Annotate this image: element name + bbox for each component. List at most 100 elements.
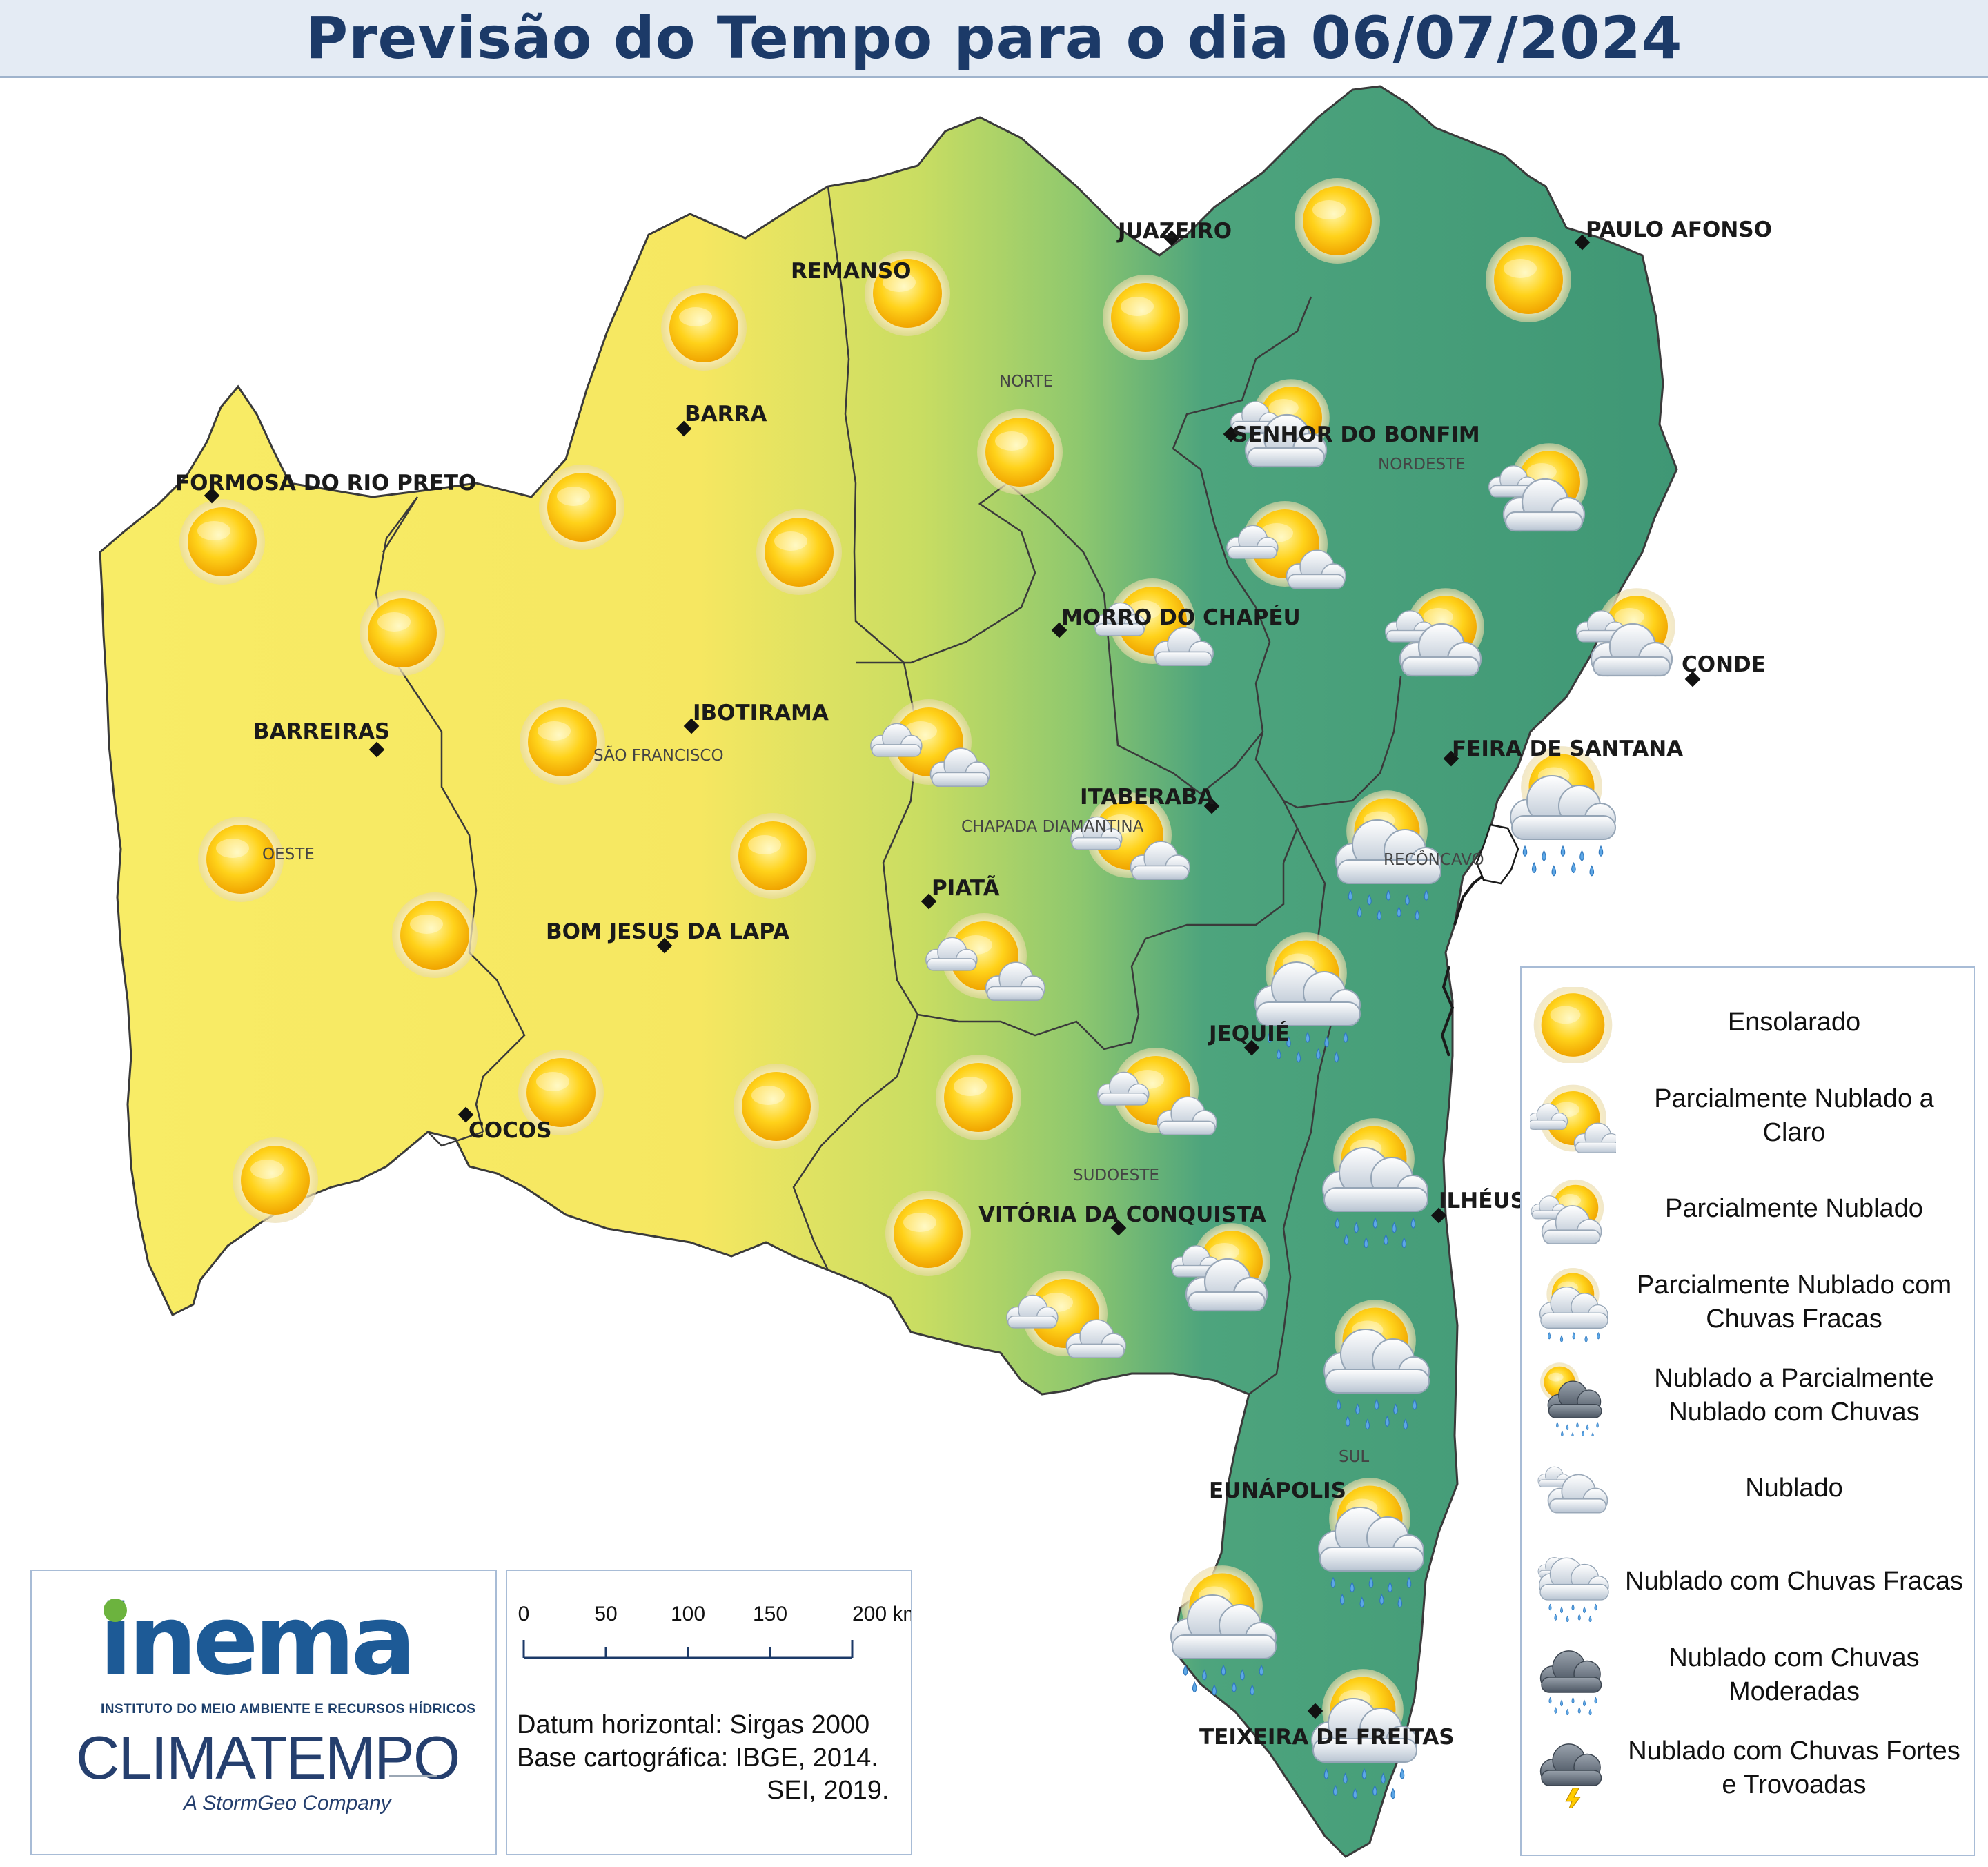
climatempo-logo: CLIMATEMPO <box>76 1723 460 1792</box>
legend-label: Parcialmente Nublado com Chuvas Fracas <box>1636 1270 1952 1333</box>
legend-item: Parcialmente Nublado a Claro <box>1522 1075 1974 1157</box>
city-marker-icon <box>1163 230 1180 246</box>
city-label: TEIXEIRA DE FREITAS <box>1199 1725 1455 1750</box>
sun-cloud-icon <box>1530 1173 1616 1249</box>
city-marker-icon <box>204 487 220 504</box>
weather-sunny-icon <box>1103 275 1188 360</box>
city-label: REMANSO <box>791 259 912 284</box>
region-label: OESTE <box>262 845 315 863</box>
weather-sunny-icon <box>392 892 478 978</box>
city-label: JUAZEIRO <box>1116 219 1232 244</box>
scale-tick-label: 0 <box>518 1603 530 1625</box>
city-marker-icon <box>683 718 700 734</box>
cloud-light-rain-icon <box>1537 1557 1609 1622</box>
city-marker-icon <box>656 937 673 954</box>
inema-subtitle: INSTITUTO DO MEIO AMBIENTE E RECURSOS HÍ… <box>101 1702 476 1717</box>
city-marker-icon <box>676 420 692 437</box>
city-label: ILHÉUS <box>1439 1189 1526 1213</box>
legend-item: Nublado com Chuvas Fortes e Trovoadas <box>1522 1727 1974 1810</box>
weather-sunny-icon <box>730 813 816 899</box>
region-label: SÃO FRANCISCO <box>593 745 724 765</box>
weather-sunny-icon <box>1486 237 1571 322</box>
city-marker-icon <box>1430 1207 1447 1224</box>
legend-label: Nublado <box>1745 1474 1843 1503</box>
weather-sunny-icon <box>1295 178 1380 264</box>
city-label: BARREIRAS <box>253 719 390 744</box>
sun-small-cloud-icon <box>1530 1080 1616 1156</box>
logos-panel: inema INSTITUTO DO MEIO AMBIENTE E RECUR… <box>30 1570 497 1855</box>
stormgeo-tagline: A StormGeo Company <box>184 1792 391 1815</box>
legend-panel: Ensolarado Parcialmente Nublado a Claro … <box>1520 966 1975 1856</box>
region-label: SUL <box>1339 1448 1369 1466</box>
scale-tick-label: 50 <box>594 1603 617 1625</box>
region-labels: NORTE NORDESTE SÃO FRANCISCO OESTE CHAPA… <box>262 373 1484 1466</box>
weather-sunny-icon <box>885 1191 971 1276</box>
dark-cloud-rain-icon <box>1539 1650 1602 1715</box>
legend-item: Nublado com Chuvas Fracas <box>1522 1541 1974 1623</box>
scale-tick-label: 100 <box>671 1603 705 1625</box>
page-title: Previsão do Tempo para o dia 06/07/2024 <box>305 4 1683 72</box>
region-label: CHAPADA DIAMANTINA <box>961 818 1144 836</box>
weather-sunny-icon <box>661 285 747 371</box>
legend-label: Nublado a Parcialmente Nublado com Chuva… <box>1654 1363 1934 1427</box>
datum-line: Datum horizontal: Sirgas 2000 <box>517 1710 870 1739</box>
city-label: SENHOR DO BONFIM <box>1232 422 1480 447</box>
city-label: FORMOSA DO RIO PRETO <box>175 471 476 496</box>
datum-line: SEI, 2019. <box>767 1776 889 1805</box>
scale-bar: 0 50 100 150 200 km <box>518 1603 911 1659</box>
legend-item: Ensolarado <box>1522 981 1974 1064</box>
region-label: RECÔNCAVO <box>1384 850 1484 869</box>
legend-label: Parcialmente Nublado a Claro <box>1654 1084 1934 1147</box>
weather-sunny-icon <box>936 1055 1021 1140</box>
city-marker-icon <box>1307 1703 1323 1719</box>
title-bar: Previsão do Tempo para o dia 06/07/2024 <box>0 0 1988 78</box>
city-label: VITÓRIA DA CONQUISTA <box>978 1202 1266 1227</box>
city-marker-icon <box>368 741 385 758</box>
city-marker-icon <box>1684 671 1701 687</box>
scale-tick-label: 200 km <box>852 1603 911 1625</box>
city-marker-icon <box>1574 234 1591 251</box>
weather-sunny-icon <box>539 465 624 550</box>
legend-label: Ensolarado <box>1727 1008 1861 1037</box>
city-marker-icon <box>921 893 937 910</box>
city-labels: JUAZEIRO PAULO AFONSO REMANSO BARRA SENH… <box>175 217 1772 1750</box>
city-label: EUNÁPOLIS <box>1209 1478 1346 1503</box>
sun-cloud-light-rain-icon <box>1530 1267 1616 1342</box>
region-label: NORTE <box>999 373 1053 391</box>
city-marker-icon <box>1203 798 1220 814</box>
legend-label: Nublado com Chuvas Fortes e Trovoadas <box>1628 1736 1960 1799</box>
weather-sunny-icon <box>520 699 605 785</box>
weather-partly-cloudy-light-rain-icon <box>1510 746 1615 876</box>
weather-sunny-icon <box>977 409 1063 495</box>
legend-item: Nublado a Parcialmente Nublado com Chuva… <box>1522 1354 1974 1437</box>
city-marker-icon <box>1243 1039 1260 1056</box>
sun-dark-cloud-rain-icon <box>1540 1362 1602 1436</box>
region-boundaries <box>375 186 1402 1395</box>
legend-item: Parcialmente Nublado <box>1522 1168 1974 1251</box>
scale-tick-label: 150 <box>753 1603 787 1625</box>
storm-cloud-icon <box>1539 1743 1602 1808</box>
todos-os-santos-bay <box>1475 823 1519 885</box>
city-label: ITABERABA <box>1080 785 1214 810</box>
city-marker-icon <box>1443 750 1459 767</box>
city-label: CONDE <box>1682 652 1766 677</box>
legend-item: Nublado <box>1522 1447 1974 1530</box>
legend-label: Nublado com Chuvas Moderadas <box>1669 1643 1920 1706</box>
city-label: BARRA <box>685 402 767 427</box>
datum-info: Datum horizontal: Sirgas 2000 Base carto… <box>517 1709 903 1808</box>
region-label: NORDESTE <box>1378 456 1466 473</box>
climatempo-logo-swoosh <box>389 1775 437 1777</box>
weather-sunny-icon <box>360 590 445 676</box>
legend-label: Nublado com Chuvas Fracas <box>1625 1567 1963 1596</box>
legend-item: Nublado com Chuvas Moderadas <box>1522 1634 1974 1717</box>
city-marker-icon <box>1110 1220 1127 1236</box>
city-marker-icon <box>457 1106 474 1123</box>
city-label: IBOTIRAMA <box>693 701 829 725</box>
city-markers <box>204 230 1701 1719</box>
city-label: PIATÃ <box>932 875 1000 901</box>
city-label: COCOS <box>469 1118 552 1143</box>
cloud-icon <box>1537 1466 1608 1514</box>
city-label: MORRO DO CHAPÉU <box>1061 605 1301 630</box>
weather-sunny-icon <box>756 509 842 595</box>
city-label: PAULO AFONSO <box>1586 217 1772 242</box>
